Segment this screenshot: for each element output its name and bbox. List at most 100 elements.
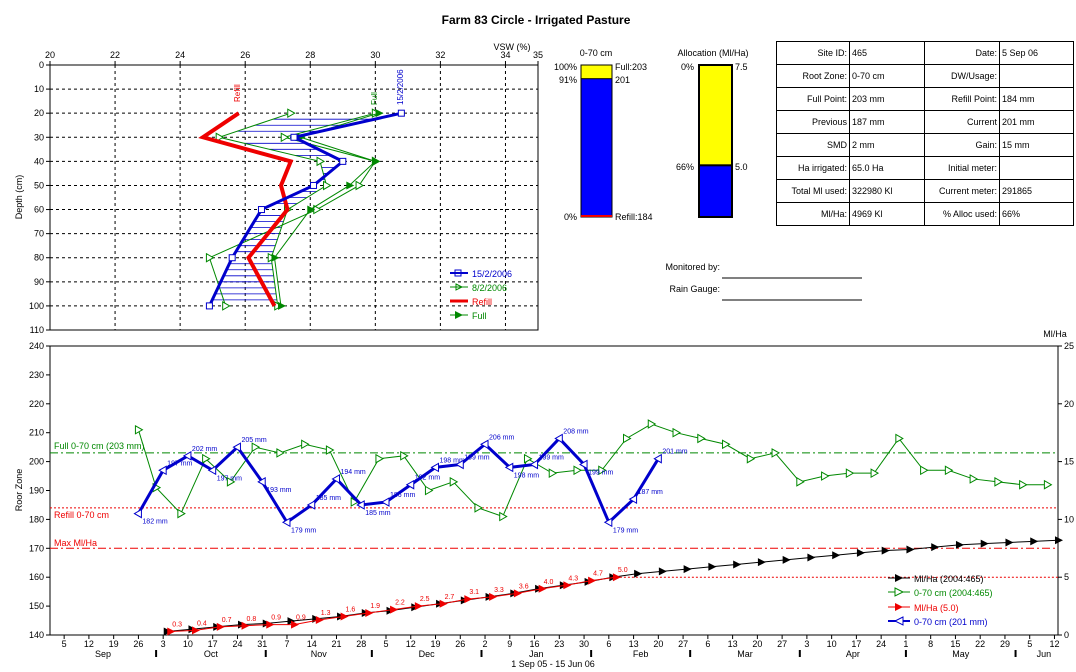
series-black-point-27 (832, 551, 841, 560)
gauge1-fill (580, 78, 613, 218)
tl-y2tick-label-4: 20 (1064, 399, 1074, 409)
tl-xtick-label-36: 15 (950, 639, 960, 649)
series-red-point-2 (216, 622, 225, 631)
gauge2-fill (698, 164, 733, 219)
series-green-point-7 (301, 439, 310, 450)
red-value-label-5: 0.9 (296, 615, 306, 622)
tl-month-label-7: Apr (846, 649, 860, 659)
red-value-label-7: 1.6 (346, 607, 356, 614)
profile-ytick-label-2: 20 (34, 108, 44, 118)
series-green-point-34 (969, 474, 979, 484)
info-value (999, 156, 1074, 180)
tl-xtick-label-28: 20 (752, 639, 762, 649)
tl-legend-marker-0 (895, 574, 903, 582)
info-value: 184 mm (999, 87, 1074, 111)
info-value: 0-70 cm (849, 64, 925, 88)
gauge2-mid-val: 5.0 (735, 162, 748, 172)
series-green-point-13 (449, 476, 459, 487)
series-green-point-8 (325, 445, 335, 455)
profile-ytick-label-0: 0 (39, 60, 44, 70)
gauge2-title: Allocation (Ml/Ha) (677, 48, 748, 58)
tl-xtick-label-33: 24 (876, 639, 886, 649)
tl-ytick-label-6: 200 (29, 457, 44, 467)
blue-value-label-19: 179 mm (613, 527, 638, 534)
legend-marker-8-2 (455, 283, 464, 291)
info-row: Root Zone: 0-70 cm DW/Usage: (776, 64, 1074, 88)
profile-series-3 (198, 111, 294, 307)
series-green-point-10 (375, 453, 384, 464)
blue-value-label-8: 194 mm (340, 469, 365, 476)
tl-xtick-label-21: 30 (579, 639, 589, 649)
series-green-point-29 (845, 468, 855, 479)
tl-xtick-label-31: 10 (827, 639, 837, 649)
allocation-gauge: Allocation (Ml/Ha) 0% 7.5 66% 5.0 (676, 48, 749, 219)
series-blue-point-3 (207, 465, 217, 476)
tl-legend-marker-1 (894, 587, 905, 597)
profile-y-label: Depth (cm) (14, 175, 24, 220)
info-value: 15 mm (999, 133, 1074, 157)
blue-value-label-12: 198 mm (440, 457, 465, 464)
blue-value-label-14: 206 mm (489, 434, 514, 441)
series-green-point-32 (920, 465, 929, 476)
series-blue-point-1 (158, 465, 167, 476)
tl-xtick-label-5: 10 (183, 639, 193, 649)
series-green-point-3 (202, 453, 211, 464)
red-value-label-18: 5.0 (618, 567, 628, 574)
profile-point-0-5 (228, 254, 236, 262)
red-value-label-0: 0.3 (172, 622, 182, 629)
blue-value-label-13: 199 mm (464, 454, 489, 461)
gauge1-cur-pct: 91% (559, 75, 577, 85)
tl-y2tick-label-2: 10 (1064, 514, 1074, 524)
series-blue-point-16 (529, 459, 539, 470)
tl-xtick-label-6: 17 (208, 639, 218, 649)
timeline-y-label: Roor Zone (14, 469, 24, 512)
series-green-point-18 (573, 465, 582, 476)
series-red-point-3 (241, 621, 250, 630)
tl-ytick-label-10: 240 (29, 341, 44, 351)
profile-point-1-0 (287, 108, 296, 119)
series-black-point-25 (782, 555, 791, 564)
red-value-label-17: 4.7 (593, 571, 603, 578)
tl-xtick-label-9: 7 (284, 639, 289, 649)
info-key: Current meter: (924, 179, 1000, 203)
info-value: 4969 Kl (849, 202, 925, 226)
tl-month-label-4: Jan (529, 649, 544, 659)
profile-xtick-label-8: 35 (533, 50, 543, 60)
profile-legend: 15/2/2006 8/2/2006 Refill Full (450, 269, 512, 321)
gauge2-mid-pct: 66% (676, 162, 694, 172)
profile-point-2-5 (205, 252, 215, 263)
info-value: 203 mm (849, 87, 925, 111)
series-red-point-16 (563, 581, 572, 590)
blue-value-label-1: 197 mm (167, 460, 192, 467)
tl-xtick-label-12: 28 (356, 639, 366, 649)
blue-value-label-10: 186 mm (390, 492, 415, 499)
info-row: Ha irrigated: 65.0 Ha Initial meter: (776, 156, 1074, 180)
blue-value-label-4: 205 mm (241, 437, 266, 444)
tl-ytick-label-5: 190 (29, 486, 44, 496)
monitored-by-label: Monitored by: (665, 262, 720, 272)
profile-point-4-3 (346, 181, 355, 190)
red-value-label-12: 3.1 (469, 589, 479, 596)
profile-xtick-label-6: 32 (435, 50, 445, 60)
series-red-point-14 (513, 589, 522, 598)
profile-ytick-label-10: 100 (29, 301, 44, 311)
tl-xtick-label-14: 12 (406, 639, 416, 649)
series-blue-point-12 (430, 462, 440, 473)
tl-ytick-label-0: 140 (29, 630, 44, 640)
red-value-label-6: 1.3 (321, 610, 331, 617)
tl-y2tick-label-0: 0 (1064, 630, 1069, 640)
info-key: Refill Point: (924, 87, 1000, 111)
blue-value-label-16: 199 mm (539, 454, 564, 461)
tl-month-label-0: Sep (95, 649, 111, 659)
series-blue-line (137, 436, 660, 525)
profile-point-2-1 (280, 132, 290, 143)
red-value-label-9: 2.2 (395, 600, 405, 607)
blue-value-label-21: 201 mm (662, 449, 687, 456)
tl-xtick-label-24: 20 (653, 639, 663, 649)
info-value: 322980 Kl (849, 179, 925, 203)
profile-point-4-0 (375, 109, 384, 118)
tl-xtick-label-2: 19 (109, 639, 119, 649)
info-value: 187 mm (849, 110, 925, 134)
blue-value-label-5: 193 mm (266, 487, 291, 494)
series-green-point-19 (598, 465, 607, 476)
